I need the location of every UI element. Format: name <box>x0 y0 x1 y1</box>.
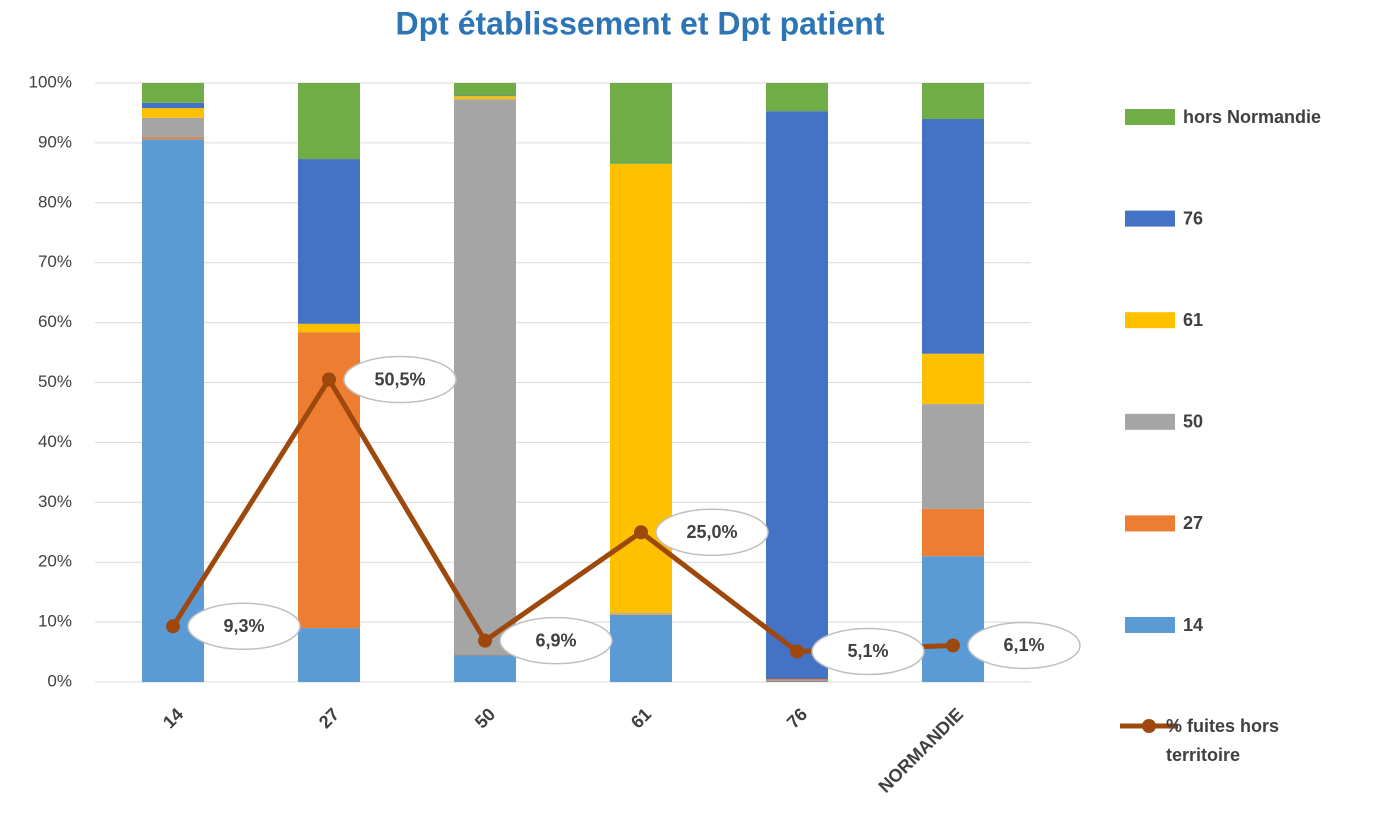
bar-segment <box>142 102 204 109</box>
bar-segment <box>922 556 984 682</box>
x-tick-label: 27 <box>315 704 343 732</box>
bar-segment <box>766 679 828 681</box>
legend-swatch <box>1125 210 1175 227</box>
bar-segment <box>922 353 984 405</box>
data-label-bubble <box>499 616 613 665</box>
x-tick-label: 50 <box>471 704 499 732</box>
line <box>170 377 954 654</box>
bar-segment <box>610 614 672 682</box>
line-point <box>946 638 960 653</box>
bar-segment <box>766 680 828 682</box>
legend-label: % fuites hors territoire <box>1166 716 1280 765</box>
bar-segment <box>922 508 984 557</box>
bar-segment <box>454 95 516 97</box>
data-label: 50,5% <box>374 369 425 389</box>
bar-segment <box>454 655 516 682</box>
y-tick-label: 70% <box>38 252 72 271</box>
y-tick-label: 40% <box>38 432 72 451</box>
data-label: 6,9% <box>535 630 576 650</box>
line-point <box>166 619 180 634</box>
bar-segment <box>142 83 204 103</box>
bar-segment <box>454 99 516 655</box>
y-tick-label: 90% <box>38 132 72 151</box>
line-point <box>322 372 336 387</box>
x-tick-label: NORMANDIE <box>875 704 968 797</box>
line-point <box>478 633 492 648</box>
y-tick-label: 60% <box>38 312 72 331</box>
y-tick-label: 10% <box>38 612 72 631</box>
legend-swatch <box>1142 719 1156 733</box>
bar-segment <box>142 137 204 140</box>
legend-swatch <box>1125 109 1175 125</box>
data-label: 5,1% <box>847 641 888 661</box>
bar-segment <box>298 83 360 160</box>
y-tick-label: 20% <box>38 552 72 571</box>
bar-segment <box>298 323 360 333</box>
legend-swatch <box>1125 312 1175 329</box>
legend-swatch <box>1125 617 1175 633</box>
bar-segment <box>922 118 984 354</box>
bar-segment <box>610 83 672 164</box>
bar-segment <box>922 83 984 119</box>
data-label: 25,0% <box>686 522 737 542</box>
bar-segment <box>454 83 516 96</box>
bar-segment <box>454 96 516 100</box>
y-tick-label: 80% <box>38 192 72 211</box>
x-tick-label: 61 <box>627 704 655 732</box>
y-tick-label: 30% <box>38 492 72 511</box>
data-label-bubble <box>187 602 301 651</box>
bar-segment <box>298 628 360 682</box>
bar-segment <box>142 108 204 118</box>
legend-label: 14 <box>1183 615 1203 635</box>
data-label: 9,3% <box>223 616 264 636</box>
line-point <box>634 525 648 540</box>
legend-label: 27 <box>1183 513 1203 533</box>
bar-segment <box>610 613 672 615</box>
y-tick-label: 0% <box>47 671 72 690</box>
legend-label: 76 <box>1183 208 1203 228</box>
legend-label: 61 <box>1183 310 1203 330</box>
bar-segment <box>922 404 984 509</box>
x-tick-label: 76 <box>783 704 811 732</box>
bar-segment <box>142 117 204 138</box>
chart-title: Dpt établissement et Dpt patient <box>396 5 885 41</box>
bar-segment <box>766 83 828 112</box>
bar-segment <box>142 139 204 682</box>
data-label-bubble <box>655 508 769 556</box>
x-tick-label: 14 <box>159 704 187 732</box>
bar-segment <box>454 654 516 656</box>
y-tick-label: 100% <box>29 72 72 91</box>
bar-segment <box>610 614 672 615</box>
data-label-bubble <box>343 355 457 404</box>
legend-swatch <box>1125 515 1175 532</box>
y-tick-label: 50% <box>38 372 72 391</box>
data-label-bubble <box>967 621 1081 670</box>
line-point <box>790 644 804 659</box>
bar-segment <box>766 111 828 680</box>
data-label-bubble <box>811 627 925 676</box>
data-label: 6,1% <box>1003 635 1044 655</box>
bar-segment <box>298 159 360 324</box>
legend-label: hors Normandie <box>1183 107 1321 127</box>
legend-label: 50 <box>1183 412 1203 432</box>
legend-swatch <box>1125 413 1175 430</box>
